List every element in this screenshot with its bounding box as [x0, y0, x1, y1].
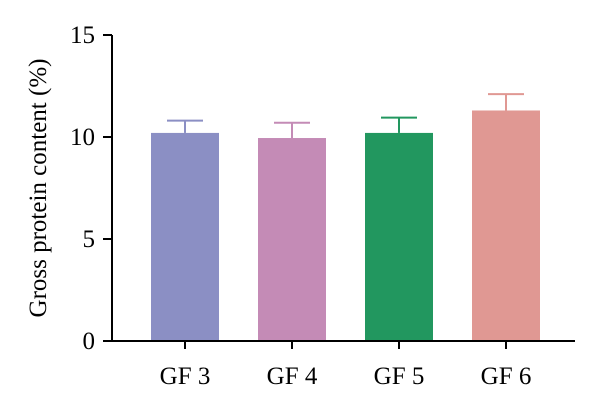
- error-bars-group: [167, 93, 524, 139]
- y-tick-label-10: 10: [70, 124, 95, 151]
- x-tick-label-gf5: GF 5: [374, 363, 425, 390]
- bar-gf6: [472, 110, 540, 341]
- bar-gf3: [151, 132, 219, 341]
- x-tick-label-gf6: GF 6: [481, 363, 532, 390]
- bar-gf5: [365, 132, 433, 341]
- y-axis-title: Gross protein content (%): [25, 59, 52, 318]
- x-tick-label-gf4: GF 4: [267, 363, 318, 390]
- bars-group: [151, 110, 540, 341]
- y-axis: 0 5 10 15: [70, 22, 113, 355]
- y-tick-label-0: 0: [83, 328, 96, 355]
- x-tick-label-gf3: GF 3: [160, 363, 211, 390]
- y-tick-label-15: 15: [70, 22, 95, 49]
- bar-gf4: [258, 138, 326, 341]
- x-axis: GF 3 GF 4 GF 5 GF 6: [112, 340, 575, 390]
- y-tick-label-5: 5: [83, 226, 96, 253]
